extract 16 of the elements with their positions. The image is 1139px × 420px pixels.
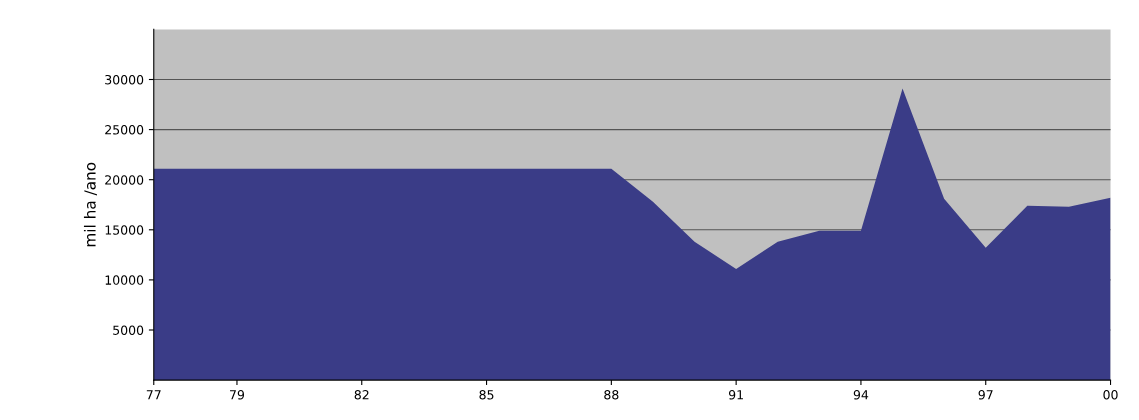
x-tick-label: 00: [1103, 390, 1118, 400]
y-axis-title: mil ha /ano: [83, 162, 97, 247]
x-tick-label: 97: [978, 390, 993, 400]
y-tick-label: 25000: [105, 125, 144, 135]
x-tick-label: 88: [604, 390, 619, 400]
x-tick-label: 79: [230, 390, 245, 400]
y-tick-label: 5000: [113, 325, 144, 335]
x-tick-label: 82: [354, 390, 369, 400]
y-tick-label: 10000: [105, 275, 144, 285]
y-tick-label: 30000: [105, 74, 144, 85]
y-tick-label: 15000: [105, 225, 144, 235]
x-tick-label: 85: [479, 390, 494, 400]
x-tick-label: 77: [146, 390, 161, 400]
y-tick-label: 20000: [105, 175, 144, 185]
x-tick-label: 91: [728, 390, 743, 400]
x-tick-label: 94: [853, 390, 869, 400]
